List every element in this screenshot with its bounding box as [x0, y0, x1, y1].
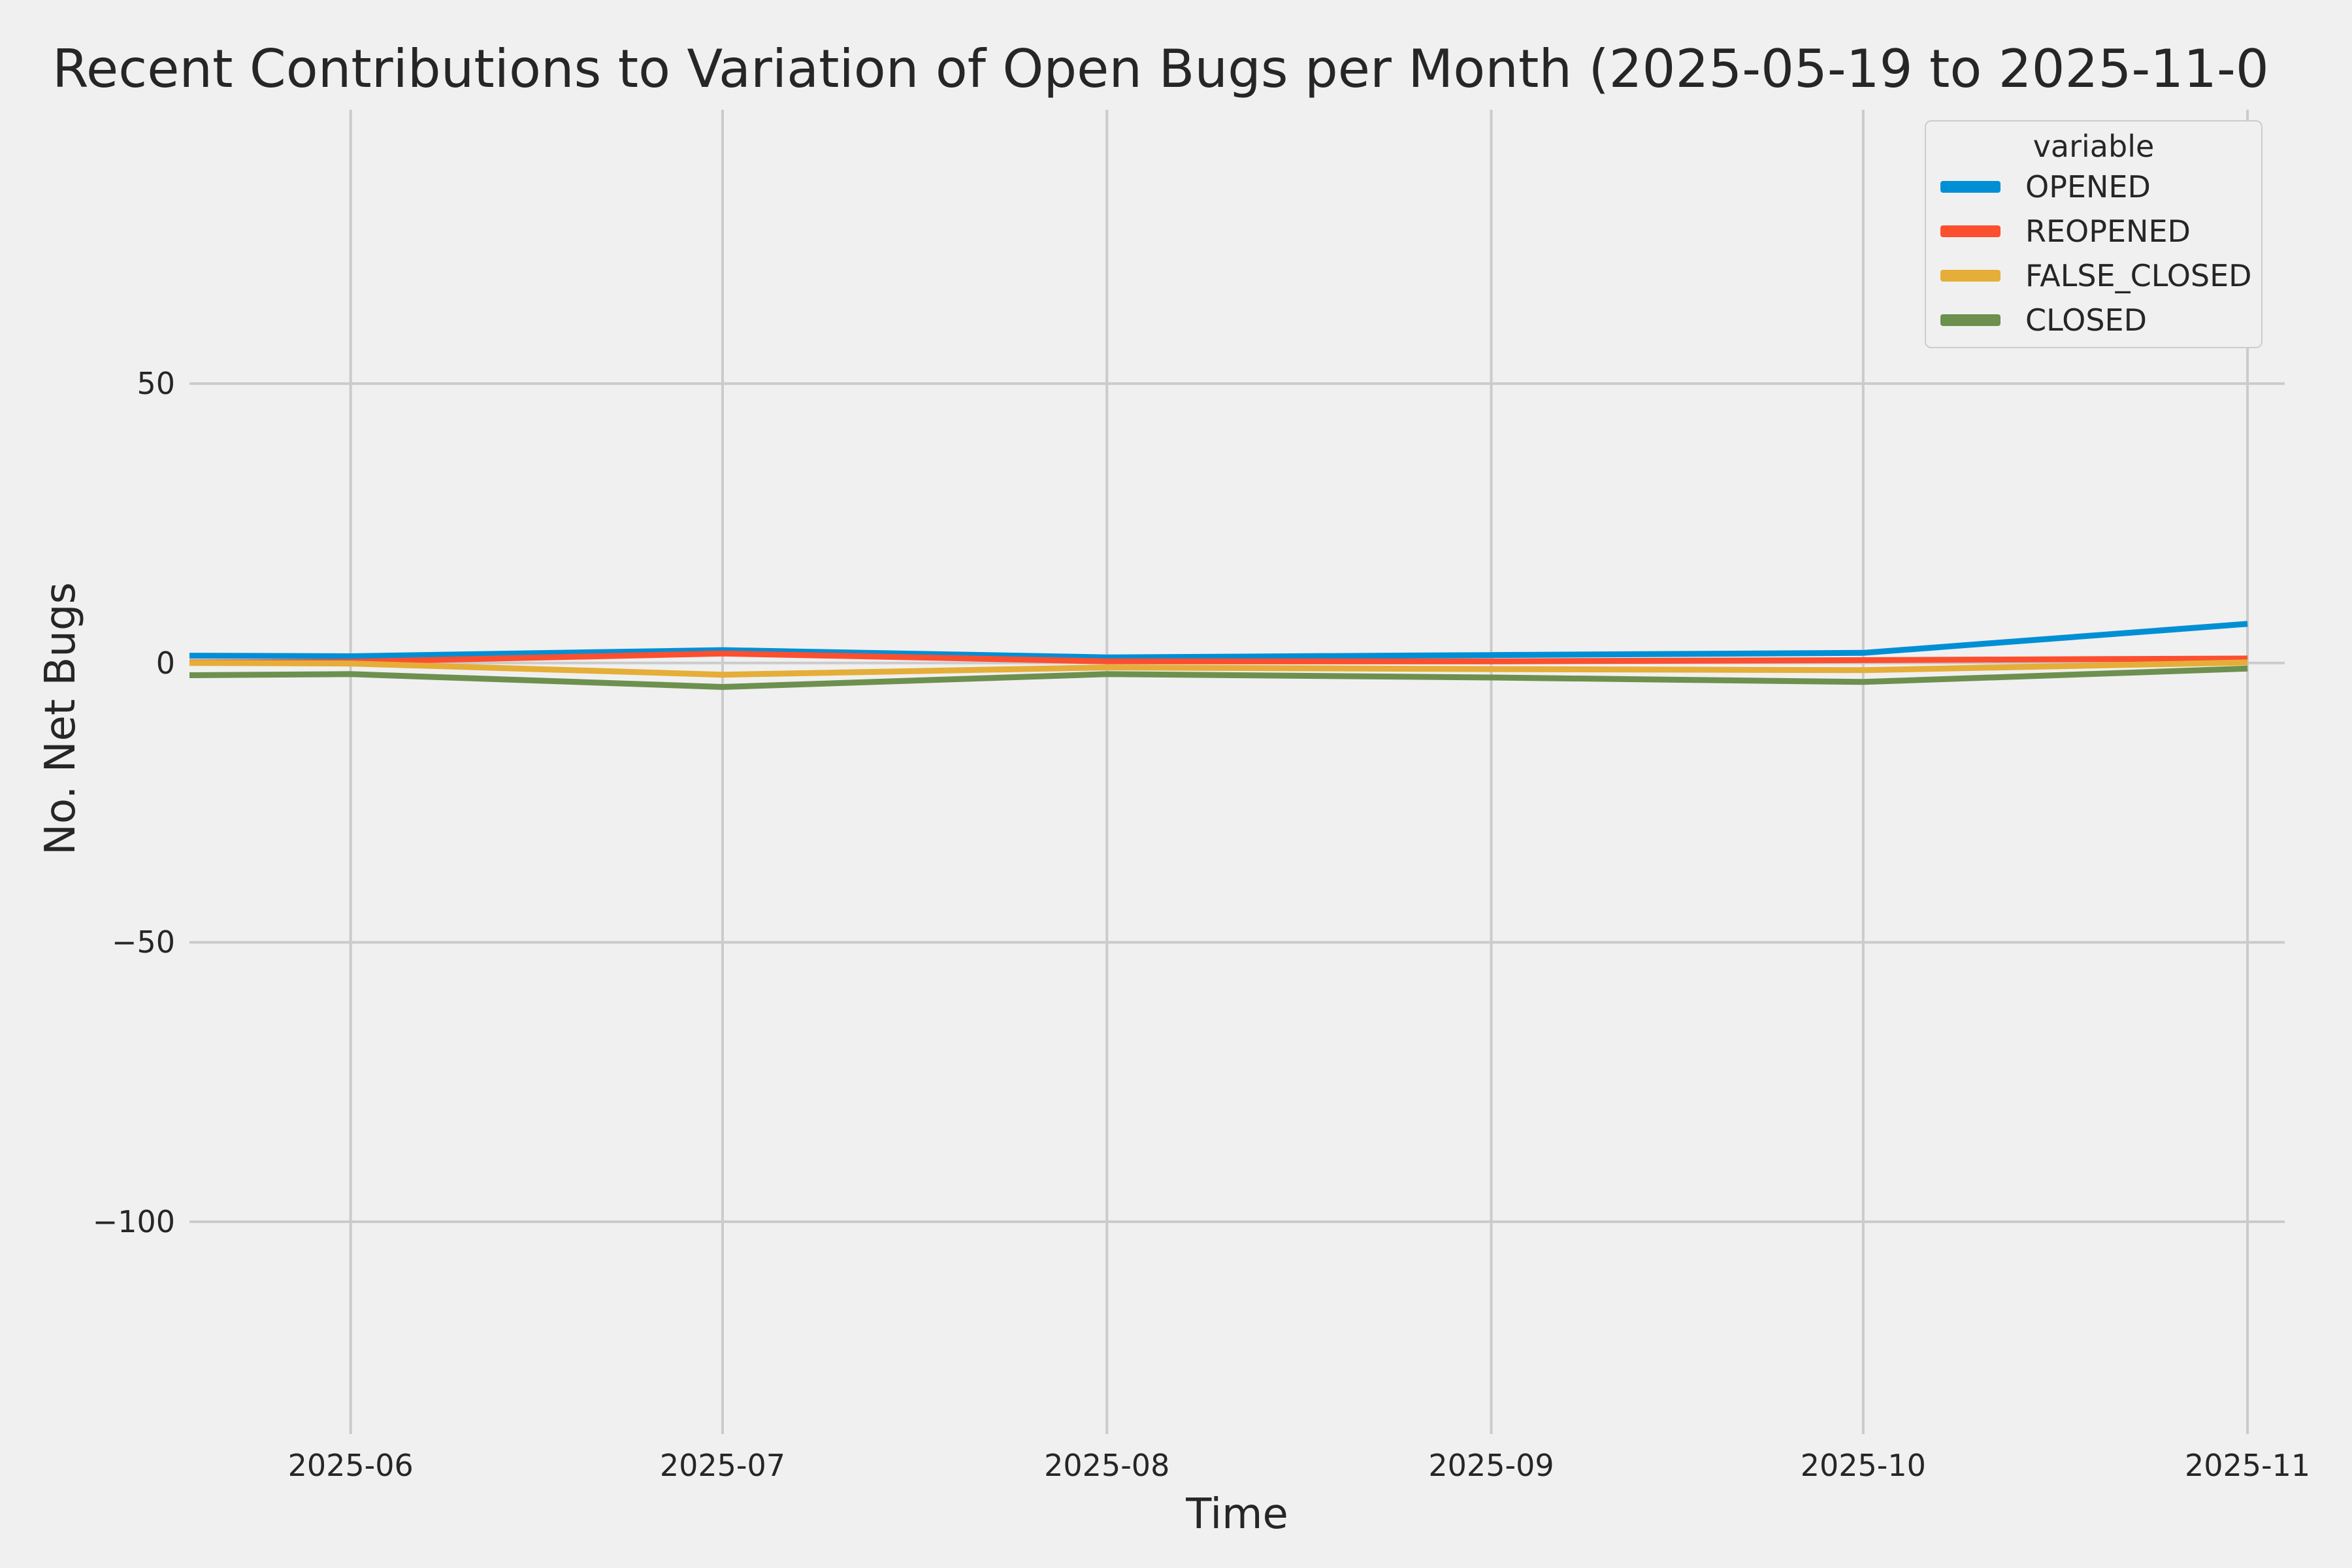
chart-title: Recent Contributions to Variation of Ope… [52, 41, 2269, 98]
legend-label-FALSE_CLOSED: FALSE_CLOSED [2025, 258, 2252, 293]
y-tick-label-50: 50 [137, 366, 175, 402]
legend-swatch-OPENED [1940, 181, 2001, 193]
x-axis-label: Time [1186, 1490, 1288, 1539]
legend-label-OPENED: OPENED [2025, 169, 2151, 204]
y-axis-label: No. Net Bugs [37, 582, 85, 855]
legend-row-REOPENED: REOPENED [1926, 209, 2261, 253]
y-tick-label-0: 0 [155, 645, 175, 681]
series-line-FALSE_CLOSED [189, 659, 2248, 678]
x-tick-label-2025-10: 2025-10 [1800, 1448, 1926, 1483]
legend-swatch-REOPENED [1940, 225, 2001, 237]
legend-row-CLOSED: CLOSED [1926, 298, 2261, 342]
series-line-OPENED [189, 621, 2248, 661]
legend-row-OPENED: OPENED [1926, 165, 2261, 209]
legend: variable OPENED REOPENED FALSE_CLOSED CLOSE… [1925, 120, 2262, 348]
legend-swatch-CLOSED [1940, 314, 2001, 326]
legend-title: variable [2033, 129, 2155, 164]
x-tick-label-2025-11: 2025-11 [2184, 1448, 2311, 1483]
x-tick-label-2025-08: 2025-08 [1044, 1448, 1170, 1483]
y-tick-label--50: −50 [111, 924, 175, 960]
y-tick-label--100: −100 [92, 1203, 175, 1239]
x-tick-label-2025-09: 2025-09 [1428, 1448, 1554, 1483]
series-line-CLOSED [189, 665, 2248, 690]
legend-label-CLOSED: CLOSED [2025, 302, 2147, 338]
legend-items: OPENED REOPENED FALSE_CLOSED CLOSED [1926, 165, 2261, 342]
x-tick-label-2025-06: 2025-06 [287, 1448, 414, 1483]
x-tick-label-2025-07: 2025-07 [659, 1448, 786, 1483]
legend-swatch-FALSE_CLOSED [1940, 270, 2001, 282]
legend-label-REOPENED: REOPENED [2025, 214, 2191, 249]
legend-row-FALSE_CLOSED: FALSE_CLOSED [1926, 253, 2261, 298]
